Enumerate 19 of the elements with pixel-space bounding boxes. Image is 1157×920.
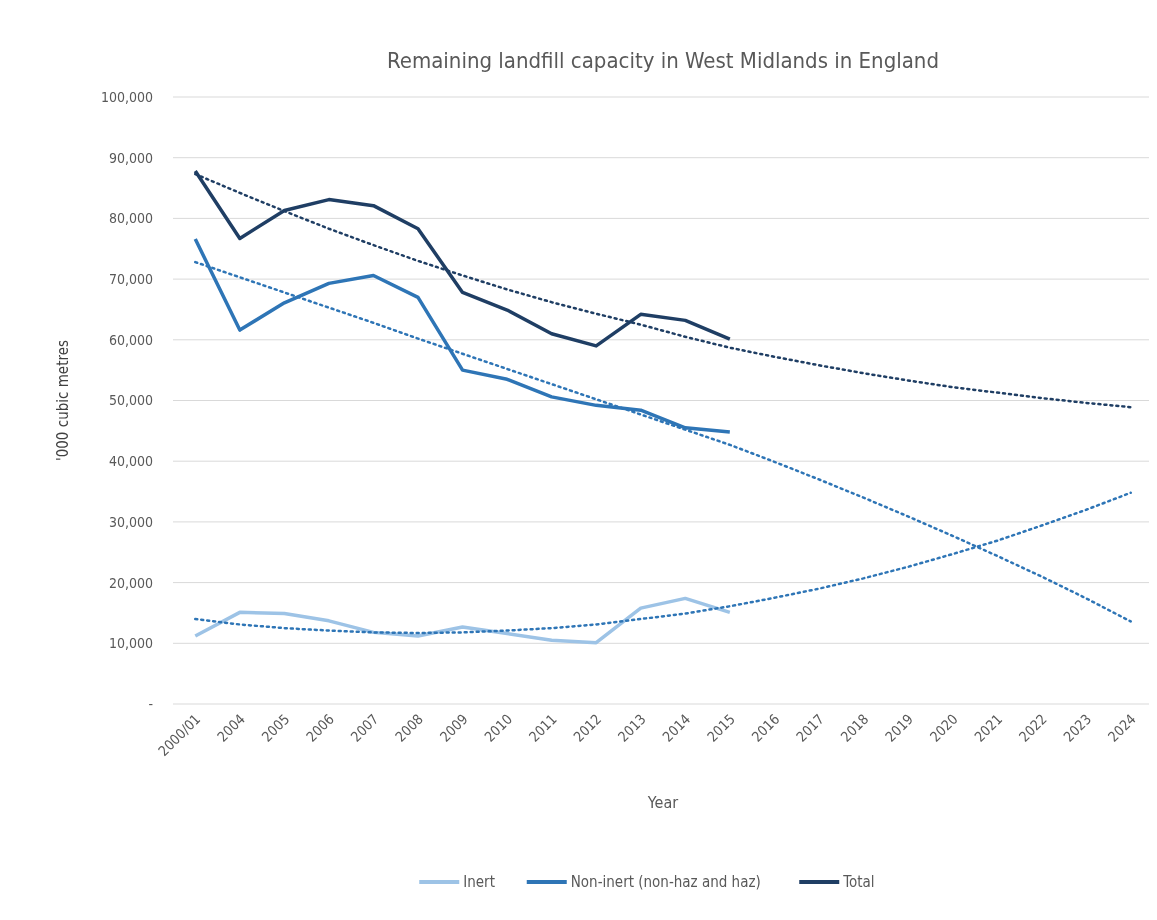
legend-label: Total (842, 873, 875, 892)
y-tick-label: 10,000 (108, 635, 153, 652)
y-axis-title: '000 cubic metres (54, 339, 72, 462)
y-tick-label: 70,000 (108, 271, 153, 287)
chart-title: Remaining landfill capacity in West Midlands in England (387, 48, 939, 73)
y-tick-label: 100,000 (100, 88, 153, 105)
legend-label: Inert (463, 873, 495, 892)
y-tick-label: - (148, 695, 153, 712)
y-tick-label: 60,000 (108, 331, 153, 348)
line-series (194, 172, 1132, 409)
y-tick-label: 40,000 (108, 453, 153, 470)
y-tick-label: 30,000 (108, 513, 153, 530)
line-series (193, 596, 732, 645)
y-tick-label: 90,000 (108, 149, 153, 166)
y-tick-label: 80,000 (108, 210, 153, 227)
x-axis-title: Year (646, 793, 679, 812)
y-tick-label: 50,000 (108, 392, 153, 409)
legend-label: Non-inert (non-haz and haz) (570, 873, 761, 892)
y-tick-label: 20,000 (108, 574, 153, 591)
